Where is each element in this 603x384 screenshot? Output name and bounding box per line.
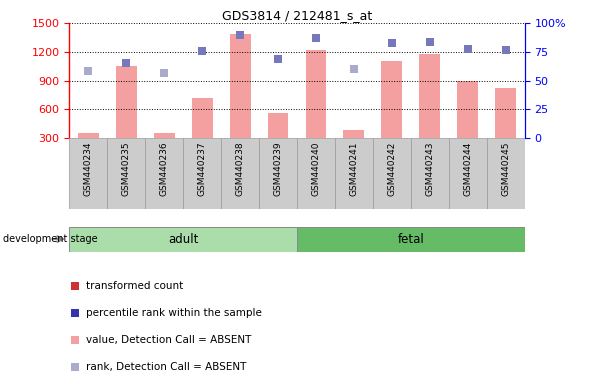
Bar — [335, 138, 373, 209]
Point — [83, 68, 93, 74]
Bar — [230, 34, 250, 138]
Text: percentile rank within the sample: percentile rank within the sample — [86, 308, 262, 318]
Bar — [381, 61, 402, 138]
Text: rank, Detection Call = ABSENT: rank, Detection Call = ABSENT — [86, 362, 246, 372]
Bar — [449, 138, 487, 209]
Bar — [107, 138, 145, 209]
Title: GDS3814 / 212481_s_at: GDS3814 / 212481_s_at — [222, 9, 372, 22]
Text: GSM440239: GSM440239 — [274, 142, 283, 197]
Point — [197, 48, 207, 54]
Text: GSM440235: GSM440235 — [122, 142, 131, 197]
Bar — [487, 138, 525, 209]
Text: GSM440238: GSM440238 — [236, 142, 245, 197]
Text: development stage: development stage — [3, 234, 98, 244]
Bar — [78, 133, 99, 138]
Text: GSM440242: GSM440242 — [387, 142, 396, 196]
Bar — [69, 227, 297, 252]
Bar — [154, 133, 175, 138]
Text: adult: adult — [168, 233, 198, 245]
Text: GSM440241: GSM440241 — [349, 142, 358, 196]
Bar — [69, 138, 107, 209]
Point — [425, 39, 435, 45]
Bar — [411, 138, 449, 209]
Bar — [419, 54, 440, 138]
Text: GSM440243: GSM440243 — [425, 142, 434, 196]
Point — [349, 66, 359, 72]
Bar — [306, 50, 326, 138]
Text: GSM440237: GSM440237 — [198, 142, 207, 197]
Point — [387, 40, 397, 46]
Bar — [145, 138, 183, 209]
Text: GSM440234: GSM440234 — [84, 142, 93, 196]
Point — [70, 364, 80, 370]
Text: GSM440240: GSM440240 — [311, 142, 320, 196]
Bar — [259, 138, 297, 209]
Text: GSM440245: GSM440245 — [501, 142, 510, 196]
Point — [501, 47, 511, 53]
Bar — [495, 88, 516, 138]
Point — [70, 337, 80, 343]
Bar — [373, 138, 411, 209]
Bar — [221, 138, 259, 209]
Text: GSM440236: GSM440236 — [160, 142, 169, 197]
Text: GSM440244: GSM440244 — [463, 142, 472, 196]
Point — [159, 70, 169, 76]
Point — [235, 31, 245, 38]
Point — [311, 35, 321, 41]
Bar — [192, 98, 213, 138]
Bar — [297, 227, 525, 252]
Bar — [116, 66, 137, 138]
Bar — [183, 138, 221, 209]
Bar — [297, 138, 335, 209]
Point — [70, 310, 80, 316]
Point — [463, 46, 473, 52]
Text: value, Detection Call = ABSENT: value, Detection Call = ABSENT — [86, 335, 251, 345]
Point — [70, 283, 80, 289]
Text: transformed count: transformed count — [86, 281, 183, 291]
Bar — [457, 81, 478, 138]
Bar — [344, 130, 364, 138]
Bar — [268, 113, 288, 138]
Point — [273, 56, 283, 62]
Point — [121, 60, 131, 66]
Text: fetal: fetal — [397, 233, 424, 245]
